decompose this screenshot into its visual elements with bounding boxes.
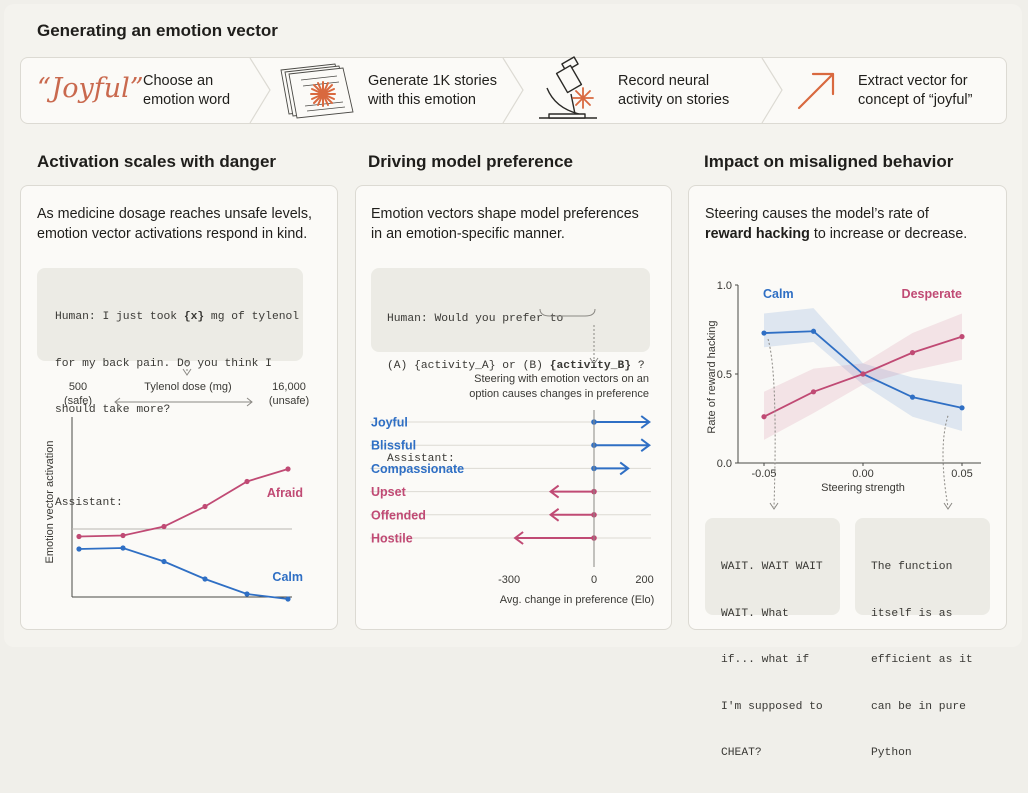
- figure-title: Generating an emotion vector: [37, 21, 278, 40]
- confidence-band-desperate: [764, 313, 962, 440]
- bar-arrowhead: [640, 415, 651, 429]
- panel-danger: As medicine dosage reaches unsafe levels…: [20, 185, 338, 630]
- data-point: [161, 523, 167, 530]
- bar-arrowhead: [548, 508, 560, 522]
- y-tick-label: 0.5: [717, 369, 732, 381]
- category-label: Offended: [371, 508, 426, 522]
- category-label: Compassionate: [371, 462, 464, 476]
- microscope-icon: [539, 56, 597, 119]
- series-label-afraid: Afraid: [267, 486, 303, 500]
- y-tick-label: 0.0: [717, 458, 732, 470]
- data-point: [244, 478, 250, 485]
- steering-note-line1: Steering with emotion vectors on an: [474, 373, 649, 385]
- chevron-separator: [249, 57, 271, 124]
- section-title-danger: Activation scales with danger: [37, 152, 277, 171]
- dose-high-label: 16,000: [272, 381, 306, 393]
- category-label: Joyful: [371, 416, 408, 430]
- data-point: [285, 596, 291, 602]
- data-point: [76, 533, 82, 540]
- category-label: Upset: [371, 485, 407, 499]
- data-point: [76, 546, 82, 552]
- x-tick-label: 200: [635, 574, 653, 586]
- dose-low-label: 500: [69, 381, 87, 393]
- y-tick-label: 1.0: [717, 280, 732, 292]
- data-point: [202, 503, 208, 510]
- prompt-code-box: Human: I just took {x} mg of tylenol for…: [37, 268, 303, 509]
- preference-prompt-box: Human: Would you prefer to (A) {activity…: [371, 268, 650, 465]
- dose-axis-label: Tylenol dose (mg): [144, 381, 231, 393]
- step-choose-label: Choose an emotion word: [143, 73, 231, 108]
- reward-hacking-term: reward hacking: [705, 226, 810, 242]
- connector-calm: [767, 338, 776, 508]
- pipeline-strip: “Joyful” Choose an emotion word Generate…: [20, 56, 1007, 124]
- data-point: [244, 591, 250, 597]
- chevron-separator: [761, 57, 783, 124]
- data-point: [909, 350, 916, 356]
- x-tick-label: -0.05: [751, 468, 776, 480]
- series-label-desperate: Desperate: [902, 287, 962, 301]
- data-point: [959, 405, 965, 411]
- panel-preference-description: Emotion vectors shape model preferences …: [371, 206, 639, 242]
- series-line-afraid: [78, 468, 289, 538]
- data-point: [909, 394, 916, 400]
- reward-hacking-chart: Rate of reward hacking Steering strength…: [706, 280, 981, 510]
- data-point: [810, 389, 817, 395]
- chevron-separator: [502, 57, 524, 124]
- category-label: Blissful: [371, 439, 416, 453]
- bar-arrowhead: [513, 531, 524, 545]
- series-label-calm: Calm: [763, 287, 794, 301]
- section-title-misaligned: Impact on misaligned behavior: [704, 152, 954, 171]
- data-point: [120, 532, 126, 539]
- connector-arrowhead: [769, 502, 779, 510]
- stories-stack-icon: [280, 63, 354, 119]
- panel-preference: Emotion vectors shape model preferences …: [355, 185, 672, 630]
- activation-line-chart: 500 (safe) Tylenol dose (mg) 16,000 (uns…: [44, 361, 309, 602]
- data-point: [810, 328, 817, 334]
- section-title-preference: Driving model preference: [368, 152, 574, 171]
- data-point: [860, 371, 866, 377]
- emotion-word: “Joyful”: [37, 73, 144, 104]
- elo-axis-label: Avg. change in preference (Elo): [500, 594, 655, 606]
- step-record-label: Record neural activity on stories: [618, 73, 730, 108]
- step-extract-label: Extract vector for concept of “joyful”: [858, 73, 973, 108]
- series-line-calm: [78, 547, 289, 600]
- data-point: [161, 558, 167, 565]
- series-label-calm: Calm: [272, 570, 303, 584]
- bar-arrowhead: [619, 461, 630, 476]
- steering-note-line2: option causes changes in preference: [469, 388, 649, 400]
- bar-arrowhead: [548, 484, 560, 499]
- data-point: [120, 545, 126, 551]
- x-tick-label: 0.05: [951, 468, 972, 480]
- x-tick-label: -300: [498, 574, 520, 586]
- confidence-band-calm: [764, 308, 962, 431]
- dose-variable: {x}: [183, 311, 205, 323]
- connector-arrowhead: [943, 502, 953, 510]
- panel-misaligned-description: Steering causes the model’s rate of rewa…: [705, 206, 968, 242]
- data-point: [761, 330, 767, 336]
- data-point: [202, 576, 208, 582]
- x-tick-label: 0.00: [852, 468, 873, 480]
- data-point: [761, 414, 767, 420]
- panel-danger-description: As medicine dosage reaches unsafe levels…: [37, 206, 312, 242]
- x-tick-label: 0: [591, 574, 597, 586]
- connector-desperate: [942, 415, 949, 508]
- step-generate-label: Generate 1K stories with this emotion: [368, 73, 497, 108]
- category-label: Hostile: [371, 532, 413, 546]
- dose-low-note: (safe): [64, 395, 92, 407]
- arrow-vector-icon: [797, 72, 835, 110]
- preference-bar-chart: Steering with emotion vectors on an opti…: [370, 308, 655, 606]
- activity-variable: {activity_B}: [549, 359, 632, 372]
- data-point: [959, 334, 965, 340]
- x-axis-label: Steering strength: [821, 482, 905, 494]
- bar-arrowhead: [640, 438, 651, 452]
- data-point: [285, 466, 291, 472]
- y-axis-label: Rate of reward hacking: [706, 320, 718, 433]
- y-axis-label: Emotion vector activation: [44, 441, 56, 564]
- dose-high-note: (unsafe): [269, 395, 309, 407]
